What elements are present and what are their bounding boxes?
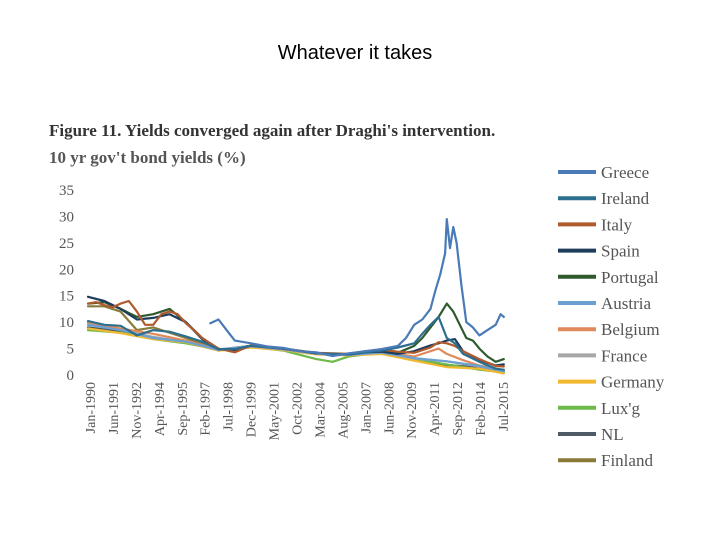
- figure-title: Figure 11. Yields converged again after …: [49, 121, 496, 140]
- x-tick-label: Feb-2014: [474, 382, 489, 436]
- x-tick-label: Sep-1995: [176, 382, 191, 436]
- legend-label: Austria: [601, 294, 652, 313]
- y-tick-label: 0: [67, 368, 75, 384]
- x-tick-label: Mar-2004: [313, 382, 328, 438]
- x-axis-ticks: Jan-1990 Jun-1991 Nov-1992 Apr-1994 Sep-1995…: [84, 382, 512, 440]
- y-tick-label: 20: [59, 262, 74, 278]
- y-tick-label: 35: [59, 183, 74, 199]
- x-tick-label: Apr-2011: [428, 382, 443, 436]
- chart-legend: Greece Ireland Italy Spain Portugal Austria Be…: [558, 163, 665, 470]
- x-tick-label: Oct-2002: [291, 382, 306, 435]
- legend-label: Belgium: [601, 320, 660, 339]
- legend-label: Finland: [601, 451, 653, 470]
- legend-label: Germany: [601, 373, 665, 392]
- legend-label: Ireland: [601, 189, 650, 208]
- x-tick-label: Nov-2009: [405, 382, 420, 439]
- legend-label: NL: [601, 425, 624, 444]
- legend-label: Portugal: [601, 268, 659, 287]
- series-line-greece: [209, 218, 505, 358]
- legend-label: Lux'g: [601, 399, 640, 418]
- x-tick-label: Feb-1997: [199, 382, 214, 436]
- x-tick-label: Jan-2007: [359, 382, 374, 433]
- figure-subtitle: 10 yr gov't bond yields (%): [49, 148, 246, 167]
- legend-label: Spain: [601, 242, 640, 261]
- x-tick-label: Aug-2005: [336, 382, 351, 439]
- y-axis-ticks: 0 5 10 15 20 25 30 35: [59, 183, 74, 384]
- y-tick-label: 10: [59, 315, 74, 331]
- x-tick-label: Jul-1998: [222, 382, 237, 431]
- y-tick-label: 5: [67, 342, 75, 358]
- x-tick-label: May-2001: [268, 382, 283, 440]
- slide-title: Whatever it takes: [277, 42, 433, 64]
- y-tick-label: 30: [59, 209, 74, 225]
- x-tick-label: Dec-1999: [245, 382, 260, 437]
- x-tick-label: Apr-1994: [153, 382, 168, 436]
- legend-label: France: [601, 346, 647, 365]
- legend-label: Italy: [601, 215, 633, 234]
- x-tick-label: Jan-1990: [84, 382, 99, 433]
- x-tick-label: Jul-2015: [497, 382, 512, 431]
- series-lines: [86, 218, 505, 375]
- x-tick-label: Nov-1992: [130, 382, 145, 439]
- series-line-italy: [86, 299, 505, 368]
- y-tick-label: 25: [59, 236, 74, 252]
- y-tick-label: 15: [59, 289, 74, 305]
- x-tick-label: Jun-2008: [382, 382, 397, 434]
- x-tick-label: Jun-1991: [107, 382, 122, 434]
- legend-label: Greece: [601, 163, 649, 182]
- x-tick-label: Sep-2012: [451, 382, 466, 436]
